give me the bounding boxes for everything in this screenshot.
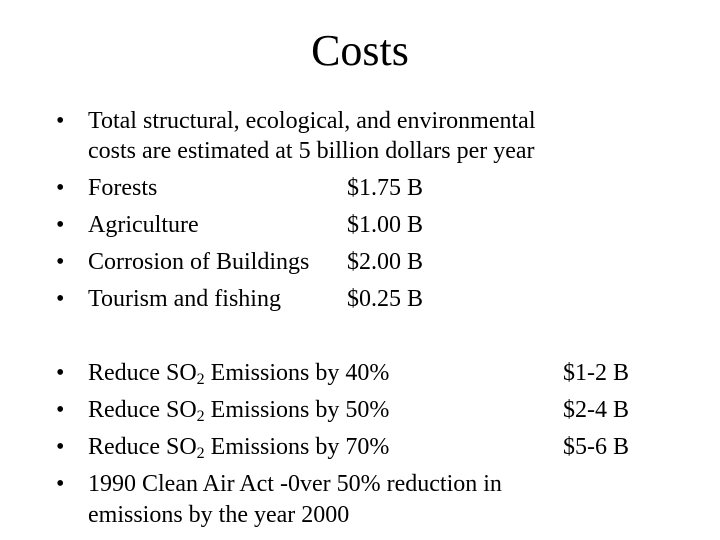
slide-title: Costs: [311, 26, 409, 75]
clean-air-line2: emissions by the year 2000: [88, 502, 350, 528]
cost-value: $1.00 B: [347, 212, 424, 238]
costs-intro-line2: costs are estimated at 5 billion dollars…: [88, 138, 535, 164]
cost-label: Corrosion of Buildings: [88, 249, 310, 275]
reduction-value: $2-4 B: [563, 397, 629, 423]
reduction-label: Reduce SO2 Emissions by 70%: [88, 429, 389, 466]
reduction-suffix: Emissions by 40%: [204, 360, 390, 386]
reduction-value: $1-2 B: [563, 360, 629, 386]
reduction-label: Reduce SO2 Emissions by 40%: [88, 355, 389, 392]
bullet-glyph: •: [56, 108, 65, 134]
cost-label: Agriculture: [88, 212, 199, 238]
reduction-prefix: Reduce SO: [88, 360, 197, 386]
reduction-prefix: Reduce SO: [88, 434, 197, 460]
bullet-glyph: •: [56, 249, 65, 275]
reduction-value: $5-6 B: [563, 434, 629, 460]
bullet-glyph: •: [56, 434, 65, 460]
cost-label: Tourism and fishing: [88, 286, 281, 312]
reduction-prefix: Reduce SO: [88, 397, 197, 423]
reduction-suffix: Emissions by 50%: [204, 397, 390, 423]
bullet-glyph: •: [56, 286, 65, 312]
so2-subscript: 2: [196, 445, 205, 462]
cost-label: Forests: [88, 175, 158, 201]
bullet-glyph: •: [56, 175, 65, 201]
costs-intro-line1: Total structural, ecological, and enviro…: [88, 108, 536, 134]
bullet-glyph: •: [56, 397, 65, 423]
cost-value: $1.75 B: [347, 175, 424, 201]
so2-subscript: 2: [196, 371, 205, 388]
cost-value: $2.00 B: [347, 249, 424, 275]
cost-value: $0.25 B: [347, 286, 424, 312]
clean-air-line1: 1990 Clean Air Act -0ver 50% reduction i…: [88, 471, 502, 497]
reduction-suffix: Emissions by 70%: [204, 434, 390, 460]
so2-subscript: 2: [196, 408, 205, 425]
reduction-label: Reduce SO2 Emissions by 50%: [88, 392, 389, 429]
bullet-glyph: •: [56, 212, 65, 238]
bullet-glyph: •: [56, 471, 65, 497]
bullet-glyph: •: [56, 360, 65, 386]
